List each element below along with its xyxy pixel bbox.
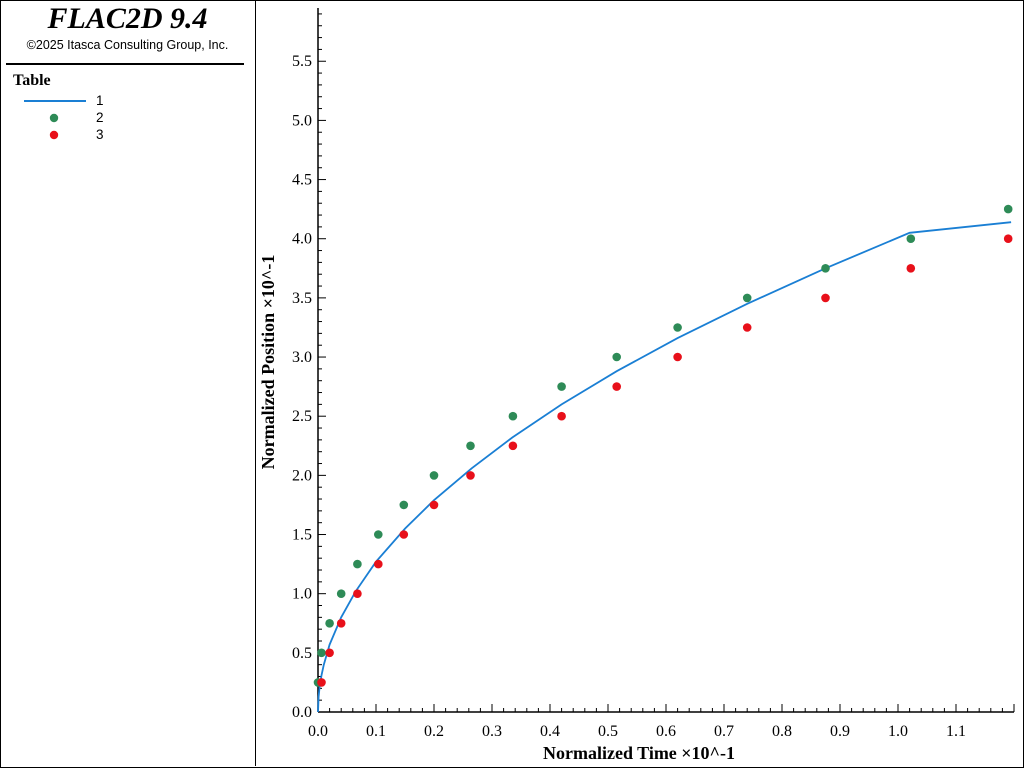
x-tick-label: 0.0: [308, 723, 328, 740]
legend-line-swatch: [24, 100, 86, 102]
legend-dot-swatch: [49, 130, 59, 140]
y-tick-label: 5.0: [292, 112, 312, 129]
y-tick-label: 1.5: [292, 527, 312, 544]
series-3-point: [466, 471, 475, 480]
y-tick-label: 5.5: [292, 53, 312, 70]
x-tick-label: 0.1: [366, 723, 386, 740]
x-tick-label: 0.4: [540, 723, 560, 740]
series-2-point: [429, 471, 439, 480]
x-tick-label: 1.1: [946, 723, 966, 740]
series-2-point: [317, 648, 326, 658]
app-title: FLAC2D 9.4: [47, 2, 208, 35]
x-tick-label: 0.3: [482, 723, 502, 740]
series-2-point: [821, 264, 830, 273]
series-3-point: [508, 441, 518, 451]
series-3-point: [1003, 234, 1013, 243]
y-tick-label: 4.0: [292, 231, 312, 248]
y-tick-label: 2.0: [292, 467, 312, 484]
series-2-point: [508, 411, 518, 421]
series-3-point: [742, 323, 752, 332]
series-2-point: [612, 352, 621, 362]
series-3-point: [429, 500, 439, 510]
x-tick-label: 0.7: [714, 723, 734, 740]
legend-item-label: 1: [96, 93, 104, 108]
y-tick-label: 2.5: [292, 408, 312, 425]
copyright-text: ©2025 Itasca Consulting Group, Inc.: [26, 38, 229, 52]
x-tick-label: 0.2: [424, 723, 444, 740]
series-3-point: [399, 530, 409, 539]
x-tick-label: 0.9: [830, 723, 850, 740]
y-tick-label: 1.0: [292, 586, 312, 603]
series-3-point: [353, 589, 362, 598]
series-2-point: [673, 323, 682, 332]
series-2-point: [353, 559, 362, 569]
y-tick-label: 4.5: [292, 172, 312, 189]
series-2-point: [466, 441, 475, 451]
series-2-point: [906, 234, 916, 243]
series-3-point: [557, 411, 566, 421]
series-3-point: [317, 678, 326, 687]
y-tick-label: 3.5: [292, 290, 312, 307]
series-3-point: [906, 264, 916, 273]
legend-item-3: 3: [0, 127, 255, 143]
legend-item-1: 1: [0, 93, 255, 109]
x-tick-label: 0.5: [598, 723, 618, 740]
y-tick-label: 0.0: [292, 704, 312, 721]
series-3-point: [612, 382, 621, 391]
series-2-point: [374, 530, 383, 539]
legend-panel: FLAC2D 9.4 ©2025 Itasca Consulting Group…: [0, 0, 256, 766]
x-tick-label: 0.6: [656, 723, 676, 740]
legend-title: Table: [13, 72, 51, 89]
series-3-point: [374, 559, 383, 569]
series-3-point: [673, 352, 682, 362]
series-line-1: [317, 221, 1012, 713]
legend-dot-swatch: [49, 113, 59, 123]
y-tick-label: 3.0: [292, 349, 312, 366]
x-axis-title: Normalized Time ×10^-1: [543, 743, 735, 763]
series-2-point: [336, 589, 346, 598]
plot-area: 0.0 0.5 1.0 1.5 2.0 2.5 3.0 3.5 4.0 4.5 5.0 5.5 0.0 0…: [256, 0, 1022, 766]
x-tick-label: 0.8: [772, 723, 792, 740]
title-divider: [6, 63, 244, 65]
y-axis-title: Normalized Position ×10^-1: [258, 255, 278, 470]
series-2-point: [325, 619, 334, 628]
x-tick-label: 1.0: [888, 723, 908, 740]
series-2-point: [399, 500, 409, 510]
legend-item-2: 2: [0, 110, 255, 126]
y-tick-label: 0.5: [292, 645, 312, 662]
series-2-point: [557, 382, 566, 391]
chart: 0.0 0.5 1.0 1.5 2.0 2.5 3.0 3.5 4.0 4.5 5.0 5.5 0.0 0…: [258, 8, 1015, 763]
series-3-point: [821, 293, 830, 303]
series-2-point: [1003, 204, 1013, 214]
series-2-point: [742, 293, 752, 303]
legend-item-label: 3: [96, 127, 104, 142]
series-3-point: [336, 619, 346, 628]
series-3-point: [325, 648, 334, 658]
legend-item-label: 2: [96, 110, 104, 125]
